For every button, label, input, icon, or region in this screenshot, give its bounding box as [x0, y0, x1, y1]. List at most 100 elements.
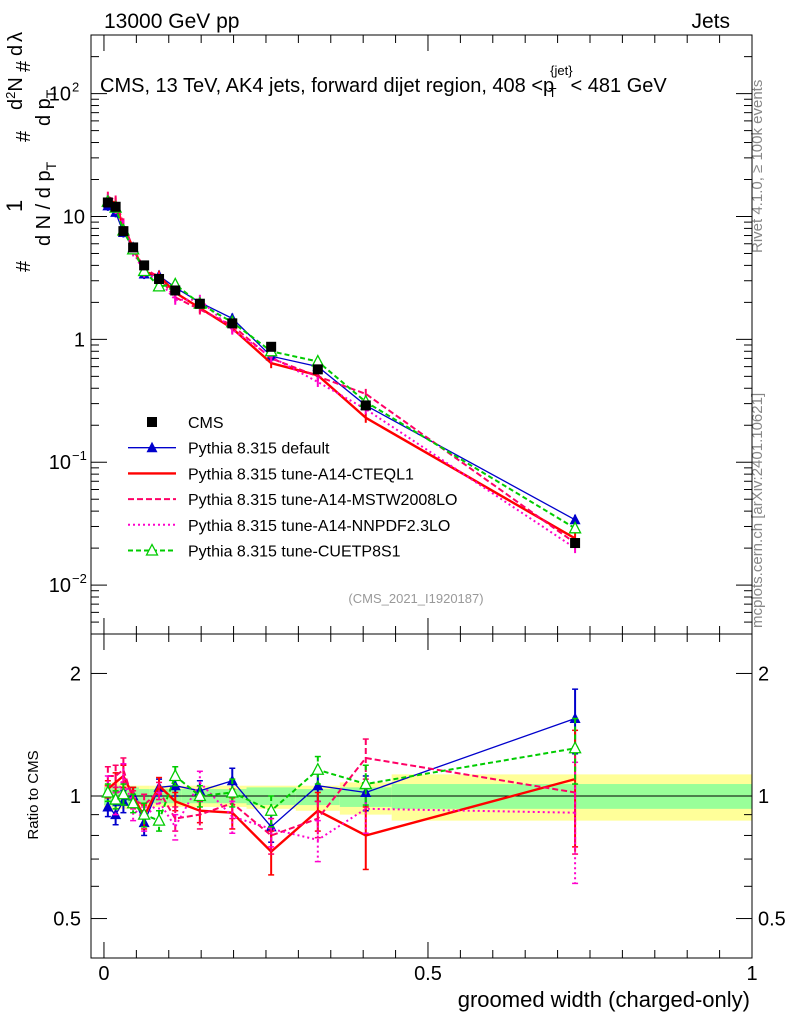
- legend-label-nnpdf: Pythia 8.315 tune-A14-NNPDF2.3LO: [188, 518, 450, 535]
- title-main: CMS, 13 TeV, AK4 jets, forward dijet reg…: [100, 75, 543, 97]
- main-ytick-exponent: 2: [72, 80, 79, 95]
- main-ylabel: # 1 d N / d pT # d pT d2N # d λ: [2, 32, 59, 272]
- point-data: [154, 273, 165, 284]
- ratio-point-cuetp8s1: [225, 785, 239, 798]
- legend-marker-cuetp8s1: [145, 543, 159, 556]
- ratio-point-cuetp8s1: [359, 776, 373, 790]
- legend: CMS Pythia 8.315 default Pythia 8.315 tune…: [128, 415, 457, 561]
- ylabel-dpt-text: d p: [33, 98, 55, 126]
- legend-item-default: Pythia 8.315 default: [128, 441, 330, 458]
- ratio-point-cuetp8s1: [568, 740, 582, 754]
- ylabel-lambda: λ: [5, 32, 27, 42]
- point-data: [139, 260, 150, 271]
- legend-label-data: CMS: [188, 415, 224, 432]
- main-ytick-label: 10: [49, 452, 71, 474]
- title-end: < 481 GeV: [571, 75, 668, 97]
- ylabel-hash2: #: [13, 130, 35, 142]
- analysis-watermark: (CMS_2021_I1920187): [348, 591, 483, 606]
- ratio-xtick-label: 0: [98, 963, 109, 985]
- ratio-ytick-label: 0.5: [53, 909, 81, 931]
- ratio-ytick-label-right: 0.5: [758, 909, 786, 931]
- ylabel-dpt: d pT: [33, 89, 59, 126]
- main-ytick-label: 10: [49, 575, 71, 597]
- energy-label: 13000 GeV pp: [104, 10, 239, 33]
- point-data: [360, 400, 371, 411]
- ylabel-dndpt: d N / d pT: [33, 161, 59, 246]
- legend-item-cteql1: Pythia 8.315 tune-A14-CTEQL1: [128, 466, 414, 483]
- main-ytick-exponent: −1: [72, 448, 87, 463]
- legend-item-data: CMS: [147, 415, 224, 432]
- point-default: [569, 513, 581, 525]
- xaxis-label: groomed width (charged-only): [458, 987, 750, 1012]
- point-data: [110, 201, 121, 212]
- ratio-point-default: [102, 800, 114, 812]
- main-ytick-label: 1: [74, 329, 85, 351]
- series-data: [102, 197, 581, 549]
- ratio-point-default: [312, 779, 324, 791]
- point-data: [128, 242, 139, 253]
- series-line-mstw: [107, 195, 576, 544]
- ylabel-d2: d: [5, 45, 27, 56]
- ratio-point-cuetp8s1: [101, 785, 115, 798]
- point-data: [266, 341, 277, 352]
- legend-item-cuetp8s1: Pythia 8.315 tune-CUETP8S1: [128, 543, 401, 561]
- ratio-ytick-label: 2: [70, 663, 81, 685]
- ylabel-n: N: [5, 77, 27, 91]
- ylabel-hash3: #: [13, 60, 35, 72]
- ratio-line-nnpdf: [106, 772, 576, 841]
- legend-label-default: Pythia 8.315 default: [188, 441, 330, 458]
- legend-label-mstw: Pythia 8.315 tune-A14-MSTW2008LO: [188, 492, 457, 509]
- point-cuetp8s1: [152, 278, 166, 292]
- main-ytick-label: 10: [49, 84, 71, 106]
- jets-label: Jets: [691, 10, 730, 33]
- point-data: [102, 197, 113, 208]
- ylabel-dndpt-text: d N / d p: [33, 170, 55, 246]
- ratio-point-cuetp8s1: [116, 786, 130, 800]
- point-data: [227, 318, 238, 329]
- legend-label-cteql1: Pythia 8.315 tune-A14-CTEQL1: [188, 466, 414, 483]
- ratio-xtick-label: 1: [746, 963, 757, 985]
- ylabel-d: d: [5, 99, 27, 110]
- ratio-ytick-label-right: 1: [758, 786, 769, 808]
- ylabel-dpt-sub: T: [43, 89, 59, 98]
- ratio-point-cuetp8s1: [168, 768, 182, 782]
- ratio-xtick-label: 0.5: [414, 963, 442, 985]
- series-line-cteql1: [107, 199, 576, 540]
- ratio-panel: 0 0.5 1 2 2 1 1 0.5 0.5: [53, 633, 786, 985]
- point-cuetp8s1: [568, 520, 582, 534]
- point-data: [312, 364, 323, 375]
- ratio-point-cuetp8s1: [126, 795, 140, 809]
- title-p: p: [543, 75, 554, 97]
- ratio-series-cuetp8s1: [101, 717, 582, 832]
- point-data: [570, 538, 581, 549]
- legend-item-mstw: Pythia 8.315 tune-A14-MSTW2008LO: [128, 492, 457, 509]
- legend-item-nnpdf: Pythia 8.315 tune-A14-NNPDF2.3LO: [128, 518, 450, 535]
- ylabel-d2n: d2N: [3, 77, 27, 110]
- ratio-line-mstw: [107, 756, 576, 837]
- point-data: [194, 298, 205, 309]
- ratio-point-cuetp8s1: [152, 813, 166, 826]
- plot-title: CMS, 13 TeV, AK4 jets, forward dijet reg…: [100, 63, 667, 100]
- ratio-point-cuetp8s1: [264, 803, 278, 816]
- main-ytick-label: 10: [63, 206, 85, 228]
- main-ytick-exponent: −2: [72, 571, 87, 586]
- ratio-ylabel: Ratio to CMS: [25, 750, 42, 839]
- ratio-ytick-label-right: 2: [758, 663, 769, 685]
- legend-marker-default: [146, 441, 158, 453]
- legend-marker-data: [147, 417, 157, 427]
- ylabel-sq: 2: [3, 92, 18, 99]
- title-sub: T: [549, 85, 557, 100]
- ylabel-one: 1: [2, 200, 27, 212]
- legend-label-cuetp8s1: Pythia 8.315 tune-CUETP8S1: [188, 544, 401, 561]
- rivet-label: Rivet 4.1.0, ≥ 100k events: [749, 80, 766, 253]
- title-sup: {jet}: [550, 63, 573, 78]
- point-data: [118, 226, 129, 237]
- mcplots-label: mcplots.cern.ch [arXiv:2401.10621]: [749, 393, 766, 628]
- ylabel-dndpt-sub: T: [43, 161, 59, 170]
- ratio-ytick-label: 1: [70, 786, 81, 808]
- ratio-point-cuetp8s1: [311, 762, 325, 775]
- ratio-point-cuetp8s1: [193, 788, 207, 802]
- ratio-point-cuetp8s1: [137, 807, 151, 820]
